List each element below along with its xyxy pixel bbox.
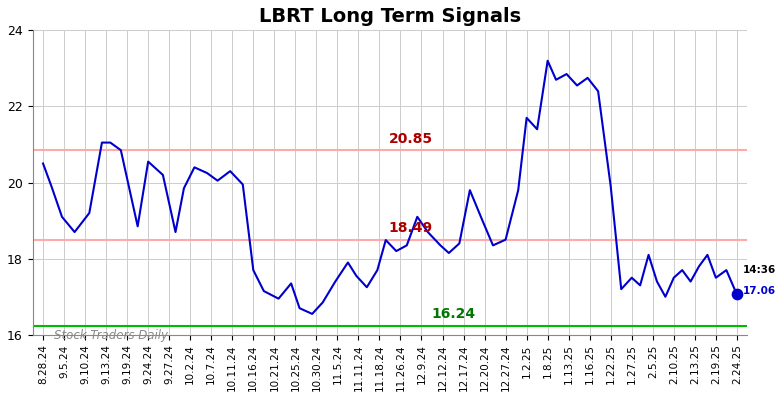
Text: 16.24: 16.24: [431, 307, 475, 321]
Title: LBRT Long Term Signals: LBRT Long Term Signals: [259, 7, 521, 26]
Point: [731, 291, 743, 298]
Text: 20.85: 20.85: [389, 132, 433, 146]
Text: 18.49: 18.49: [389, 221, 433, 236]
Text: Stock Traders Daily: Stock Traders Daily: [53, 329, 168, 342]
Text: 14:36: 14:36: [743, 265, 776, 275]
Text: 17.06: 17.06: [743, 286, 776, 296]
